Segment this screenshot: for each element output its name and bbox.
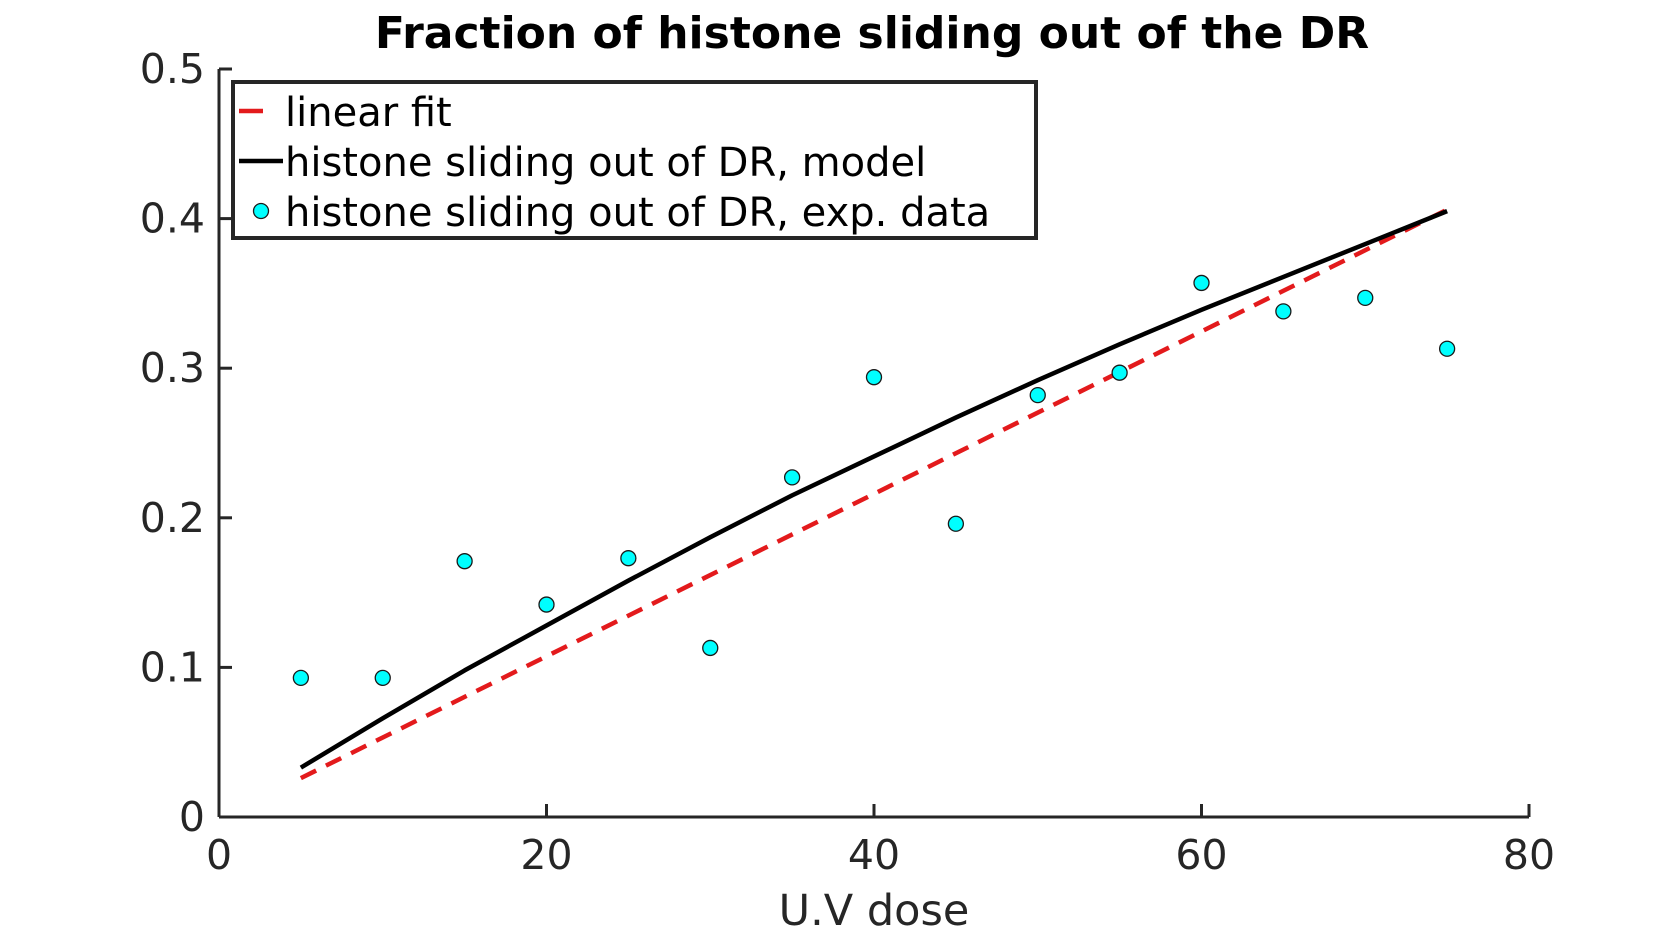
y-tick-label: 0.3 [140, 344, 205, 392]
exp-data-point [865, 369, 883, 386]
linear-fit-line [299, 207, 1449, 781]
x-tick-label: 80 [1503, 831, 1555, 879]
exp-data-point [1438, 340, 1456, 357]
y-tick-label: 0.1 [140, 643, 205, 691]
exp-data-point [947, 515, 965, 532]
ticks: 0 20 40 60 80 0 0.1 0.2 0.3 0.4 0.5 [140, 45, 1555, 879]
chart-title: Fraction of histone sliding out of the D… [375, 8, 1369, 59]
x-tick-label: 60 [1175, 831, 1227, 879]
legend-label: histone sliding out of DR, exp. data [285, 190, 990, 236]
y-tick-label: 0.2 [140, 494, 205, 542]
model-line [299, 209, 1448, 770]
exp-data-point [702, 639, 719, 657]
legend-label: histone sliding out of DR, model [285, 140, 926, 186]
exp-data-point [1193, 274, 1210, 292]
exp-data-point [620, 550, 637, 567]
y-tick-label: 0.5 [140, 45, 205, 93]
exp-data-point [1357, 289, 1374, 307]
x-axis-label: U.V dose [779, 886, 970, 931]
legend-box [231, 80, 1038, 240]
y-tick-label: 0.4 [140, 195, 205, 243]
exp-data-point [292, 669, 310, 687]
exp-data-point [456, 553, 473, 570]
x-tick-label: 40 [848, 831, 900, 879]
exp-data-point [374, 669, 391, 687]
exp-data-point [538, 596, 555, 613]
legend-label: linear fit [285, 90, 452, 136]
exp-data-point [1275, 303, 1292, 320]
x-tick-label: 20 [520, 831, 572, 879]
exp-data-point [783, 469, 801, 486]
x-tick-label: 0 [206, 831, 232, 879]
series-layer [292, 207, 1456, 781]
exp-data-point [1111, 364, 1128, 381]
y-tick-label: 0 [179, 793, 205, 841]
exp-data-point [1029, 386, 1046, 404]
legend-marker [252, 202, 270, 220]
